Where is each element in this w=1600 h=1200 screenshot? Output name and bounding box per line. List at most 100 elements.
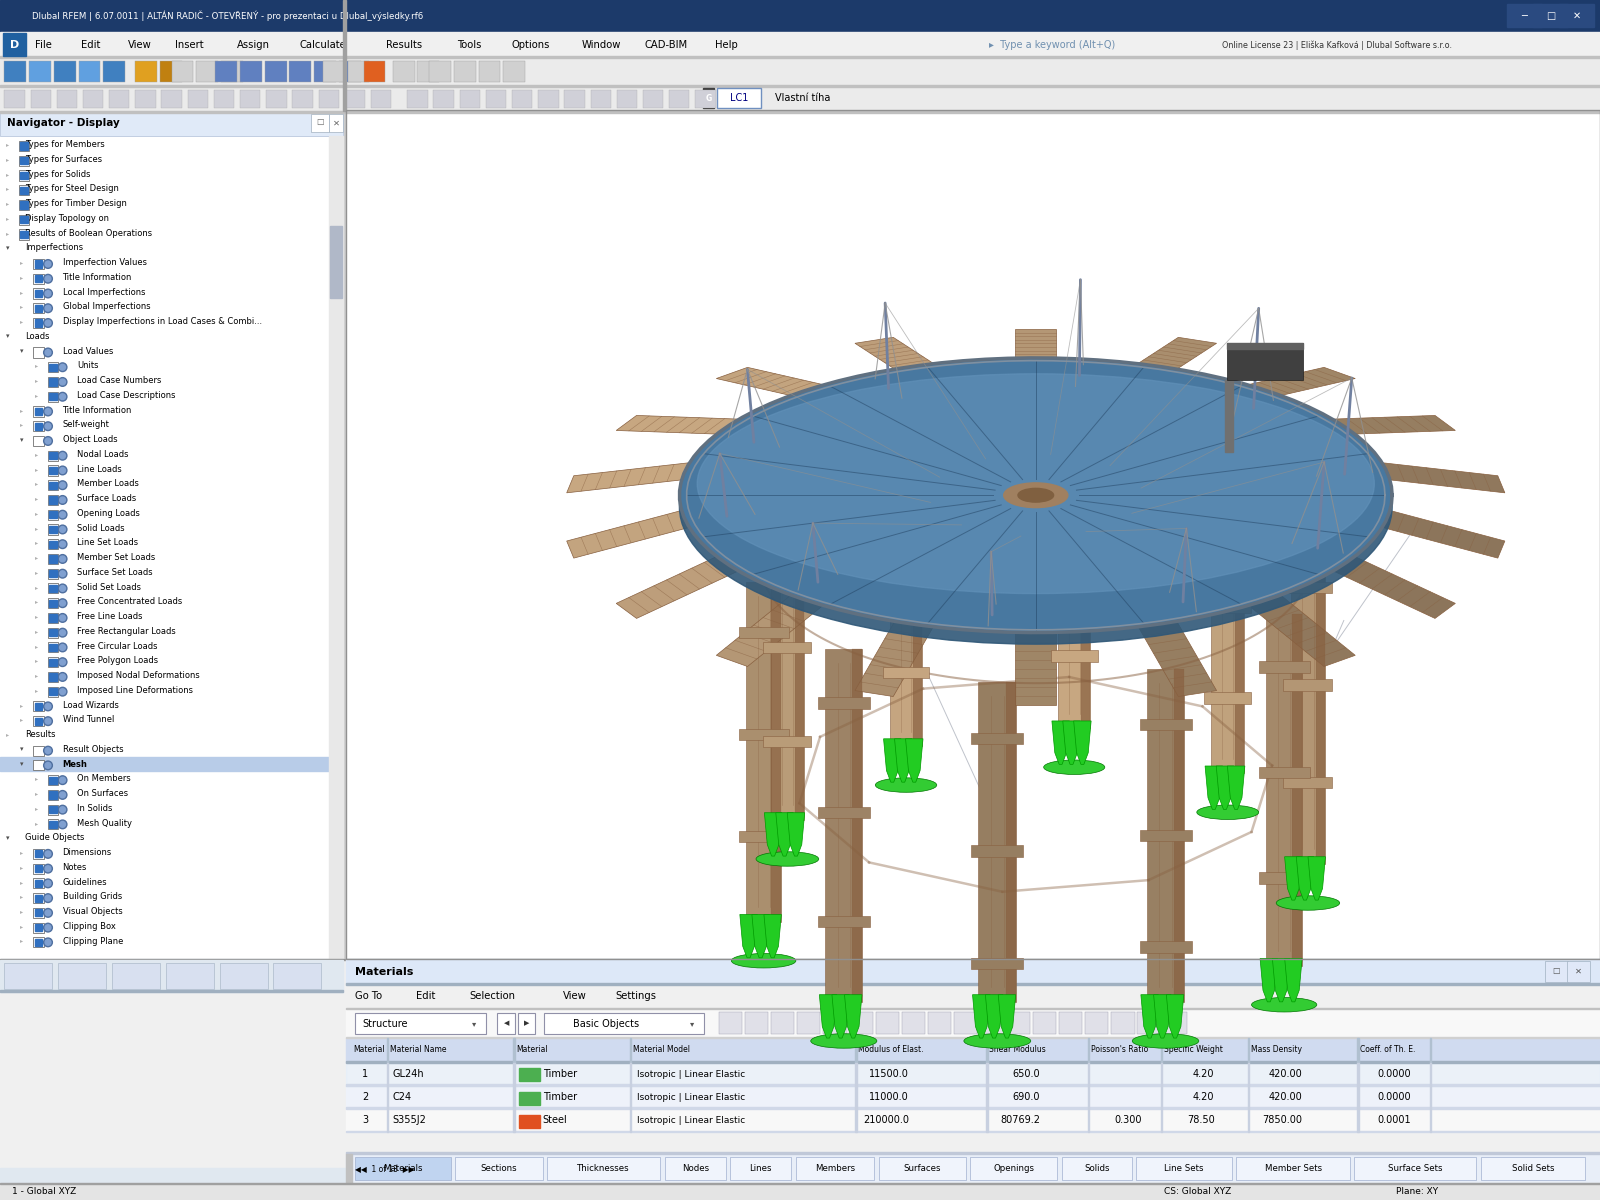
Bar	[1059, 1012, 1082, 1033]
Text: Solid Set Loads: Solid Set Loads	[77, 583, 141, 592]
Bar	[1315, 539, 1325, 864]
Bar	[264, 61, 286, 83]
Ellipse shape	[58, 629, 67, 637]
Text: ▸: ▸	[21, 408, 24, 413]
Text: 0.300: 0.300	[1114, 1116, 1142, 1126]
Bar	[346, 1086, 1600, 1109]
Text: Member Sets: Member Sets	[1264, 1164, 1322, 1172]
Ellipse shape	[58, 378, 67, 386]
Bar	[0, 1168, 346, 1183]
Ellipse shape	[58, 599, 67, 607]
Text: Edit: Edit	[82, 40, 101, 50]
Bar	[1507, 5, 1542, 28]
Text: Free Concentrated Loads: Free Concentrated Loads	[77, 598, 182, 606]
Text: ☐: ☐	[1552, 967, 1560, 976]
Ellipse shape	[59, 616, 66, 620]
Text: ▸: ▸	[21, 275, 24, 280]
Text: ▸: ▸	[21, 924, 24, 929]
Text: Material Name: Material Name	[390, 1045, 446, 1054]
Text: 11000.0: 11000.0	[869, 1092, 909, 1103]
Bar	[1006, 1012, 1030, 1033]
Polygon shape	[1139, 337, 1216, 370]
Text: Notes: Notes	[62, 863, 86, 872]
Ellipse shape	[59, 468, 66, 473]
Polygon shape	[739, 914, 757, 958]
Text: Navigator - Display: Navigator - Display	[8, 118, 120, 128]
Ellipse shape	[1003, 482, 1067, 508]
Bar	[890, 451, 922, 746]
Bar	[0, 110, 344, 960]
Text: ▸: ▸	[21, 910, 24, 914]
Bar	[346, 984, 1600, 1009]
Text: ▸: ▸	[21, 305, 24, 310]
Ellipse shape	[58, 466, 67, 475]
Text: Poisson's Ratio: Poisson's Ratio	[1091, 1045, 1149, 1054]
Text: ─: ─	[1522, 11, 1528, 20]
Bar	[34, 259, 43, 269]
Bar	[50, 394, 56, 401]
Text: 78.50: 78.50	[1187, 1116, 1214, 1126]
Bar	[5, 90, 24, 108]
Bar	[730, 1157, 792, 1180]
Ellipse shape	[43, 289, 53, 298]
Bar	[5, 61, 26, 83]
Polygon shape	[998, 995, 1016, 1038]
Text: Solid Loads: Solid Loads	[77, 523, 125, 533]
Text: ▾: ▾	[21, 437, 24, 443]
Bar	[34, 288, 43, 299]
Bar	[48, 494, 58, 505]
Polygon shape	[1382, 510, 1506, 558]
Polygon shape	[883, 739, 901, 782]
Bar	[48, 466, 58, 475]
Bar	[1136, 1157, 1232, 1180]
Ellipse shape	[43, 407, 53, 416]
Bar	[0, 959, 1600, 960]
Bar	[970, 1157, 1058, 1180]
Bar	[34, 318, 43, 328]
Bar	[763, 736, 811, 748]
Ellipse shape	[680, 370, 1392, 644]
Text: File: File	[35, 40, 51, 50]
Bar	[971, 958, 1024, 970]
Bar	[48, 628, 58, 637]
Bar	[48, 569, 58, 578]
Text: Insert: Insert	[174, 40, 203, 50]
Bar	[355, 1014, 486, 1033]
Text: Loads: Loads	[24, 332, 50, 341]
Text: ▾: ▾	[690, 1019, 694, 1028]
Bar	[50, 673, 56, 680]
Ellipse shape	[43, 716, 53, 726]
Text: Specific Weight: Specific Weight	[1163, 1045, 1222, 1054]
Bar	[35, 408, 42, 415]
Bar	[669, 90, 690, 108]
Bar	[851, 649, 862, 1002]
Text: ▸: ▸	[35, 629, 38, 634]
Ellipse shape	[58, 481, 67, 490]
Text: ▸: ▸	[35, 496, 38, 502]
Text: 80769.2: 80769.2	[1000, 1116, 1040, 1126]
Bar	[1354, 1157, 1477, 1180]
Text: Line Loads: Line Loads	[77, 464, 122, 474]
Text: In Solids: In Solids	[77, 804, 112, 812]
Bar	[363, 61, 386, 83]
Ellipse shape	[45, 910, 51, 916]
Polygon shape	[1051, 721, 1069, 764]
Bar	[1112, 1012, 1134, 1033]
Bar	[1259, 872, 1309, 883]
Polygon shape	[787, 812, 805, 856]
Ellipse shape	[45, 748, 51, 754]
Bar	[48, 524, 58, 534]
Bar	[48, 598, 58, 608]
Text: Window: Window	[582, 40, 621, 50]
Text: Free Rectangular Loads: Free Rectangular Loads	[77, 626, 176, 636]
Text: CAD-BIM: CAD-BIM	[645, 40, 688, 50]
Ellipse shape	[1133, 1033, 1198, 1048]
Bar	[48, 686, 58, 697]
Polygon shape	[906, 739, 923, 782]
Bar	[19, 200, 29, 210]
Bar	[50, 776, 56, 784]
Bar	[664, 1157, 726, 1180]
Bar	[1259, 767, 1309, 778]
Polygon shape	[752, 914, 770, 958]
Text: 0.0000: 0.0000	[1378, 1069, 1411, 1079]
